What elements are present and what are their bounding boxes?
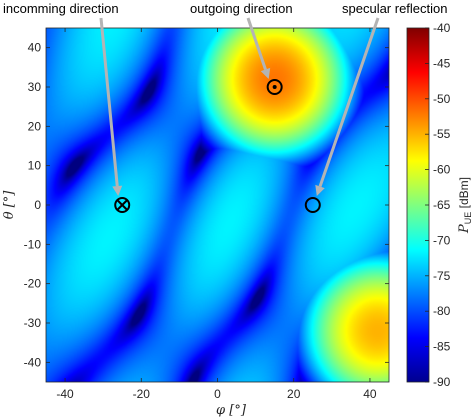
y-tick-label: -20: [24, 277, 42, 291]
annotation-arrows: [99, 17, 380, 188]
annotation-arrowheads: [112, 67, 325, 196]
colorbar-tick-label: -75: [433, 269, 451, 283]
marker-outgoing-circle: [266, 79, 283, 95]
arrowhead-outgoing: [260, 67, 271, 79]
arrow-incomming: [99, 17, 119, 187]
heatmap: [46, 28, 389, 382]
y-tick-label: -40: [24, 355, 42, 369]
x-axis-label: φ [°]: [216, 403, 247, 418]
arrow-specular: [318, 17, 380, 188]
y-axis: 40 30 20 10 0 -10 -20 -30 -40: [24, 41, 389, 369]
marker-outgoing-dot: [272, 85, 277, 89]
colorbar-tick-label: -65: [433, 198, 451, 212]
annotation-incomming-direction: incomming direction: [3, 1, 119, 16]
colorbar-label-main: P: [457, 224, 472, 234]
arrowhead-specular: [315, 184, 325, 196]
y-tick-label: 20: [28, 119, 42, 133]
x-tick-label: 40: [363, 387, 377, 401]
colorbar-tick-label: -50: [433, 92, 451, 106]
marker-incomming-direction: [114, 197, 131, 213]
marker-incomming-circle: [114, 197, 131, 213]
annotation-specular-reflection: specular reflection: [342, 1, 448, 16]
marker-incomming-cross-b: [116, 199, 128, 211]
colorbar-tick-label: -80: [433, 304, 451, 318]
colorbar-tick-label: -90: [433, 375, 451, 389]
marker-specular-reflection: [304, 197, 321, 213]
y-tick-label: -10: [24, 237, 42, 251]
x-tick-label: 20: [287, 387, 301, 401]
colorbar-tick-label: -85: [433, 340, 451, 354]
x-tick-label: 0: [214, 387, 221, 401]
y-tick-label: 40: [28, 41, 42, 55]
colorbar-tick-label: -45: [433, 56, 451, 70]
colorbar-tick-label: -70: [433, 233, 451, 247]
marker-outgoing-direction: [266, 79, 283, 95]
arrowhead-incomming: [112, 185, 123, 196]
colorbar-tick-label: -60: [433, 163, 451, 177]
arrow-outgoing: [246, 17, 267, 71]
colorbar-tick-label: -55: [433, 127, 451, 141]
x-axis: -40 -20 0 20 40: [56, 28, 377, 401]
colorbar-tick-label: -40: [433, 21, 451, 35]
y-tick-label: 30: [28, 80, 42, 94]
colorbar-label-sub: UE: [463, 212, 473, 225]
x-tick-label: -20: [133, 387, 151, 401]
y-tick-label: 0: [34, 198, 41, 212]
y-axis-label: θ [°]: [2, 190, 17, 220]
x-tick-label: -40: [56, 387, 74, 401]
marker-specular-circle: [304, 197, 321, 213]
annotation-outgoing-direction: outgoing direction: [190, 1, 293, 16]
colorbar-label-unit: [dBm]: [457, 177, 471, 212]
y-tick-label: 10: [28, 159, 42, 173]
colorbar-ticks: -40 -45 -50 -55 -60 -65 -70 -75 -80 -85 -90: [425, 21, 451, 389]
y-tick-label: -30: [24, 316, 42, 330]
colorbar-label: PUE [dBm]: [457, 177, 473, 234]
